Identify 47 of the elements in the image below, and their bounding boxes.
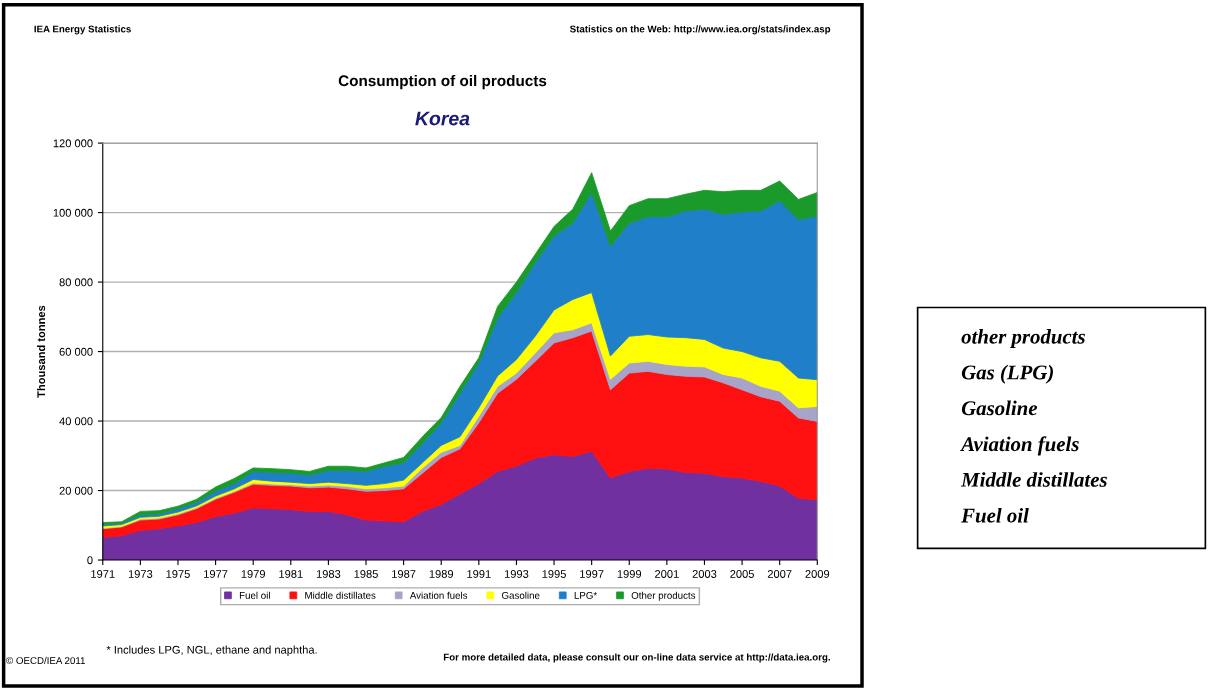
x-tick-label: 1995 bbox=[542, 570, 566, 578]
x-tick-label: 2001 bbox=[655, 570, 679, 578]
legend-label: Middle distillates bbox=[305, 591, 376, 599]
x-tick-label: 1993 bbox=[504, 570, 529, 578]
x-tick-label: 1973 bbox=[128, 570, 153, 578]
legend-label: Gasoline bbox=[502, 591, 540, 599]
x-tick-label: 2003 bbox=[692, 570, 717, 578]
y-tick-label: 0 bbox=[87, 556, 93, 565]
x-tick-label: 1971 bbox=[91, 570, 115, 578]
x-tick-label: 1997 bbox=[580, 570, 604, 578]
legend-label: Other products bbox=[631, 591, 696, 601]
y-tick-label: 40 000 bbox=[59, 417, 93, 426]
x-tick-label: 2005 bbox=[730, 570, 754, 578]
y-tick-label: 60 000 bbox=[59, 347, 93, 356]
x-tick-label: 1987 bbox=[392, 570, 416, 578]
legend-label: Aviation fuels bbox=[409, 591, 468, 599]
text: IEA Energy Statistics bbox=[34, 25, 131, 35]
text: * Includes LPG, NGL, ethane and naphtha. bbox=[106, 645, 317, 656]
text: Middle distillates bbox=[960, 472, 1107, 487]
x-tick-label: 2007 bbox=[767, 570, 792, 578]
chart-title: Consumption of oil products bbox=[338, 74, 547, 90]
x-tick-label: 2009 bbox=[805, 570, 830, 578]
text: Aviation fuels bbox=[960, 436, 1079, 456]
text: © OECD/IEA 2011 bbox=[6, 656, 85, 665]
x-tick-label: 1991 bbox=[467, 570, 491, 578]
x-tick-label: 1981 bbox=[279, 570, 303, 578]
y-tick-label: 100 000 bbox=[53, 208, 93, 217]
text: Gasoline bbox=[961, 400, 1038, 416]
legend-label: LPG* bbox=[574, 591, 598, 599]
text: Fuel oil bbox=[961, 507, 1029, 523]
y-axis-title: Thousand tonnes bbox=[36, 305, 46, 398]
x-tick-label: 1977 bbox=[204, 570, 228, 578]
x-tick-label: 1985 bbox=[354, 570, 378, 578]
x-tick-label: 1975 bbox=[166, 570, 190, 578]
x-tick-label: 1979 bbox=[241, 570, 266, 578]
text: Gas (LPG) bbox=[961, 364, 1053, 384]
text: For more detailed data, please consult our on-line data service at http://data.iea.org. bbox=[443, 653, 830, 663]
x-tick-label: 1999 bbox=[617, 570, 642, 578]
y-tick-label: 80 000 bbox=[59, 278, 93, 287]
text: other products bbox=[961, 329, 1085, 348]
chart-subtitle: Korea bbox=[415, 111, 470, 126]
legend-label: Fuel oil bbox=[239, 591, 270, 599]
x-tick-label: 1989 bbox=[429, 570, 454, 578]
y-tick-label: 120 000 bbox=[53, 139, 93, 148]
x-tick-label: 1983 bbox=[316, 570, 341, 578]
text: Statistics on the Web: http://www.iea.org/stats/index.asp bbox=[569, 25, 831, 35]
y-tick-label: 20 000 bbox=[59, 486, 93, 495]
